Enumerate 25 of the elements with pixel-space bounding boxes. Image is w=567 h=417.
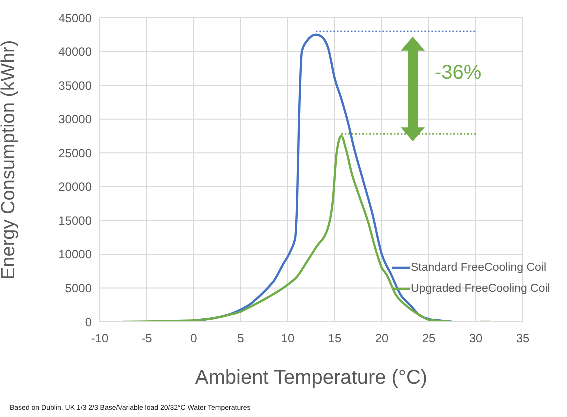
x-tick-label: 15 <box>328 332 342 346</box>
x-tick-label: 30 <box>469 332 483 346</box>
x-tick-label: 20 <box>375 332 389 346</box>
y-tick-label: 45000 <box>58 11 92 26</box>
x-tick-label: -5 <box>142 332 153 346</box>
y-tick-label: 30000 <box>58 112 92 127</box>
y-tick-label: 15000 <box>58 214 92 228</box>
y-tick-label: 20000 <box>58 180 92 194</box>
y-tick-label: 25000 <box>58 146 92 160</box>
y-tick-label: 10000 <box>58 248 92 262</box>
y-tick-label: 35000 <box>58 78 92 93</box>
x-tick-label: 35 <box>516 332 530 346</box>
x-tick-label: 0 <box>190 332 198 346</box>
legend-label: Standard FreeCooling Coil <box>411 262 547 274</box>
legend-label: Upgraded FreeCooling Coil <box>411 282 550 294</box>
annotation: -36% <box>435 62 482 84</box>
x-tick-label: 25 <box>422 332 436 346</box>
y-tick-label: 40000 <box>58 45 92 60</box>
x-tick-label: 5 <box>238 332 245 346</box>
x-tick-label: 10 <box>281 332 295 346</box>
y-tick-label: 5000 <box>65 281 92 296</box>
y-tick-label: 0 <box>85 315 92 330</box>
x-tick-label: -10 <box>91 332 109 346</box>
y-axis-title: Energy Consumption (kWhr) <box>0 40 20 280</box>
x-axis-title: Ambient Temperature (°C) <box>195 367 428 389</box>
